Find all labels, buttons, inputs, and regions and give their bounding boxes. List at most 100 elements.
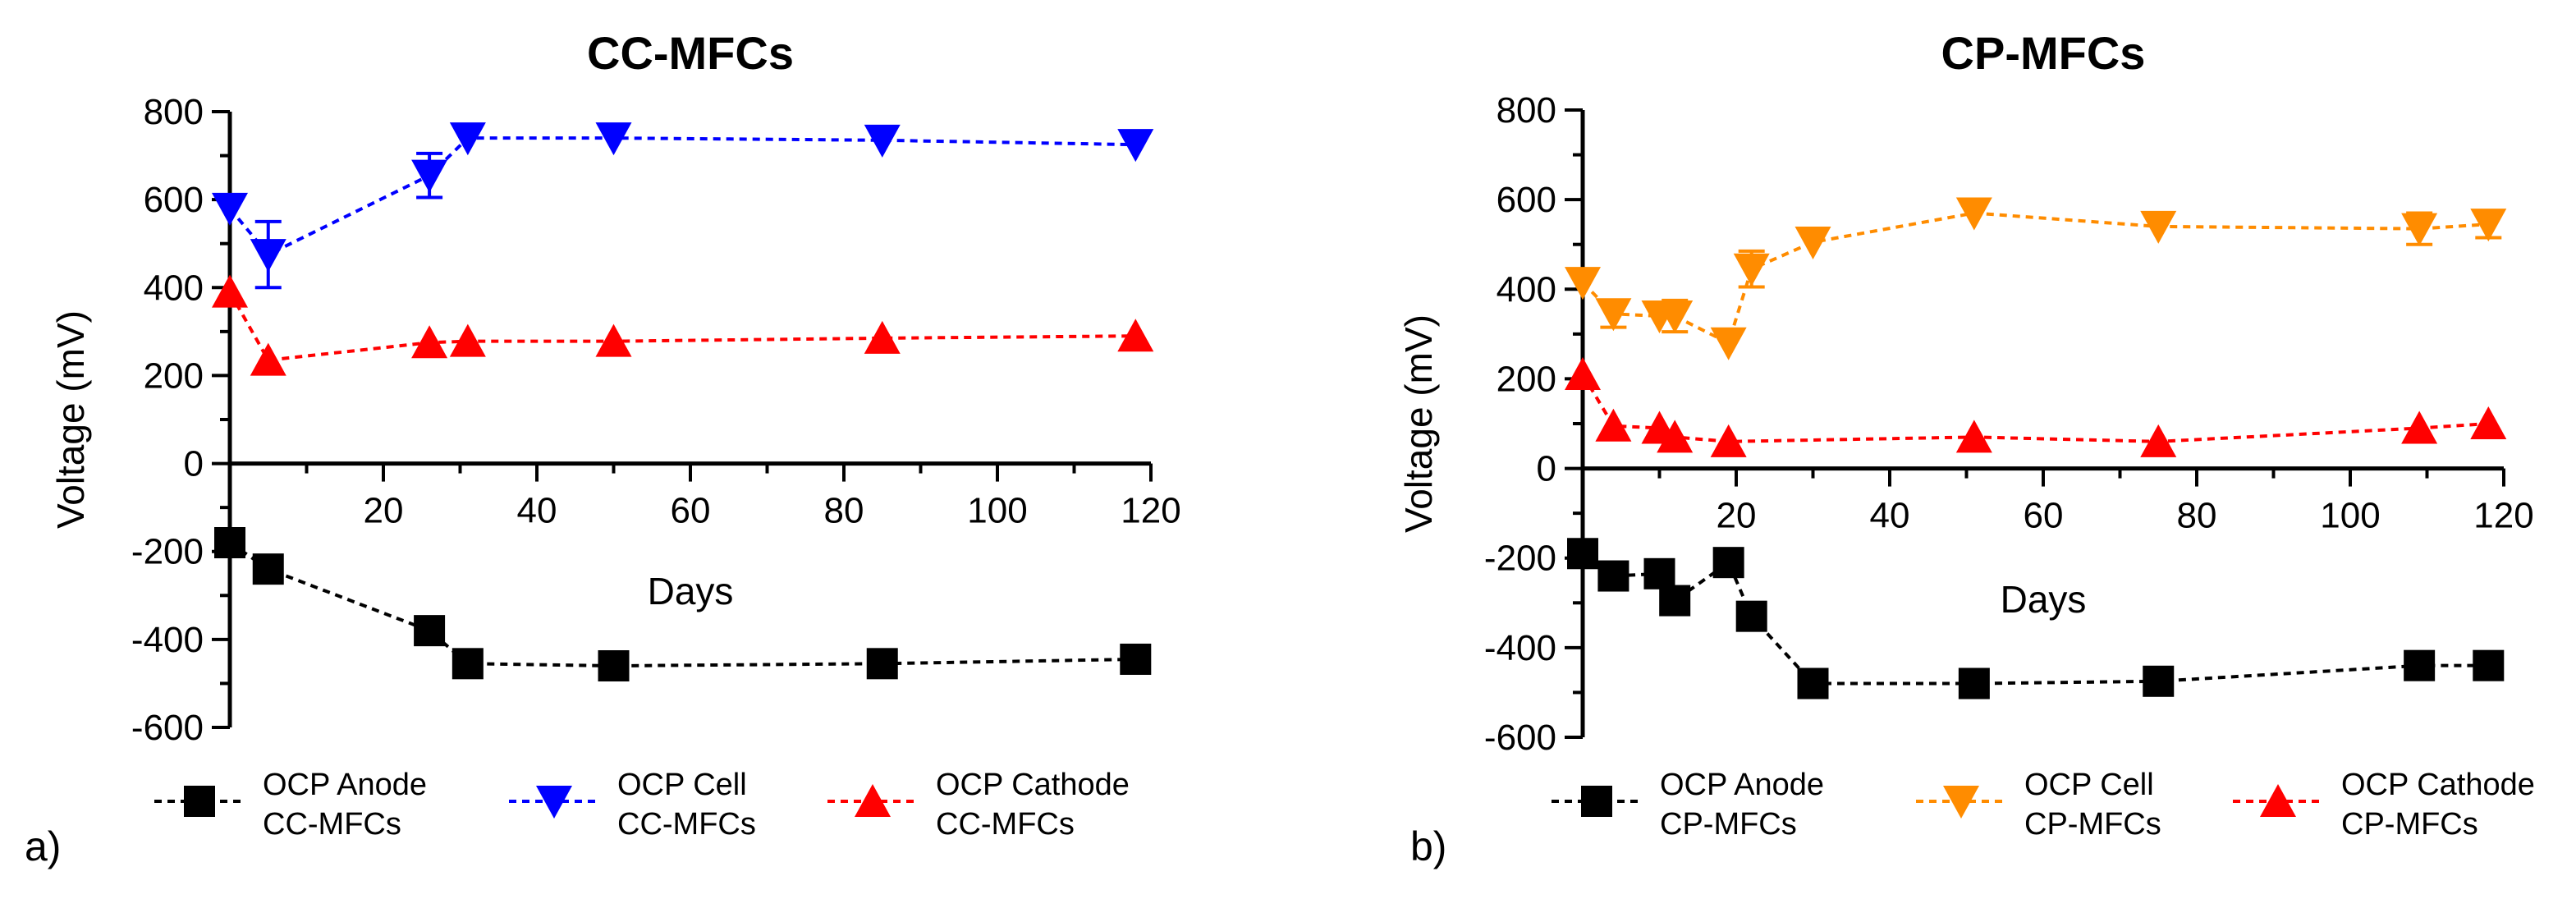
series-ocp-cell bbox=[1565, 197, 2507, 360]
data-point bbox=[212, 274, 248, 308]
data-point bbox=[595, 323, 632, 357]
y-tick-label: -600 bbox=[1484, 718, 1556, 758]
data-point bbox=[1565, 267, 1601, 300]
legend-label-line1: OCP Anode bbox=[1660, 768, 1824, 802]
legend-marker bbox=[1581, 786, 1612, 817]
data-point bbox=[449, 323, 486, 357]
x-tick-label: 20 bbox=[1717, 496, 1757, 536]
data-point bbox=[250, 342, 286, 376]
chart-panel-cc-mfcs: CC-MFCs 800 600 400 200 0 -200 -400 -600 20 40 60 80… bbox=[25, 27, 1181, 869]
data-point bbox=[449, 122, 486, 156]
legend-entry: OCP Cell CC-MFCs bbox=[509, 768, 756, 842]
series-ocp-cathode bbox=[212, 274, 1154, 376]
legend-entry: OCP Cathode CP-MFCs bbox=[2233, 768, 2535, 842]
legend-label-line1: OCP Anode bbox=[263, 768, 427, 802]
x-tick-label: 80 bbox=[824, 491, 864, 531]
y-tick-label: 800 bbox=[144, 92, 204, 132]
panel-label: a) bbox=[25, 823, 61, 869]
legend-entry: OCP Cell CP-MFCs bbox=[1916, 768, 2161, 842]
data-point bbox=[252, 553, 284, 585]
data-point bbox=[2404, 649, 2436, 681]
data-point bbox=[1657, 300, 1694, 334]
data-point bbox=[864, 124, 901, 158]
data-point bbox=[1565, 356, 1601, 390]
data-point bbox=[1955, 197, 1992, 231]
y-tick-label: 400 bbox=[144, 268, 204, 308]
data-point bbox=[2140, 424, 2177, 457]
x-tick-label: 120 bbox=[1121, 491, 1180, 531]
y-tick-label: -400 bbox=[131, 620, 204, 660]
data-point bbox=[1958, 667, 1990, 699]
x-tick-label: 40 bbox=[517, 491, 557, 531]
data-point bbox=[2143, 665, 2175, 697]
series-ocp-cathode bbox=[1565, 356, 2507, 457]
y-axis-label: Voltage (mV) bbox=[1397, 314, 1440, 533]
data-point bbox=[2401, 213, 2438, 246]
legend-marker bbox=[184, 786, 215, 817]
x-tick-label: 40 bbox=[1870, 496, 1910, 536]
data-point bbox=[414, 615, 446, 647]
data-point bbox=[1595, 408, 1632, 442]
data-point bbox=[1643, 557, 1675, 589]
legend-label-line1: OCP Cathode bbox=[936, 768, 1130, 802]
data-point bbox=[2140, 210, 2177, 244]
legend-label-line1: OCP Cell bbox=[2024, 768, 2154, 802]
y-tick-label: 0 bbox=[184, 444, 204, 484]
x-axis-label: Days bbox=[648, 570, 734, 612]
x-tick-label: 120 bbox=[2473, 496, 2533, 536]
data-point bbox=[2473, 649, 2505, 681]
series-ocp-anode bbox=[1567, 538, 2505, 699]
legend-label-line1: OCP Cathode bbox=[2341, 768, 2535, 802]
data-point bbox=[1794, 226, 1831, 259]
legend-marker bbox=[855, 784, 891, 817]
y-tick-label: 400 bbox=[1497, 269, 1556, 310]
chart-title: CC-MFCs bbox=[587, 27, 794, 79]
data-point bbox=[451, 648, 484, 680]
data-point bbox=[1733, 253, 1770, 287]
data-point bbox=[1595, 298, 1632, 332]
data-point bbox=[1567, 538, 1598, 570]
data-point bbox=[1117, 319, 1154, 352]
y-tick-label: 200 bbox=[1497, 359, 1556, 399]
data-point bbox=[1710, 327, 1747, 360]
data-point bbox=[1597, 560, 1629, 592]
legend-label-line2: CP-MFCs bbox=[2024, 807, 2161, 842]
legend-label-line1: OCP Cell bbox=[617, 768, 747, 802]
legend-entry: OCP Cathode CC-MFCs bbox=[827, 768, 1130, 842]
data-point bbox=[1797, 667, 1829, 699]
data-point bbox=[1657, 420, 1694, 453]
y-tick-label: 0 bbox=[1537, 449, 1556, 489]
data-point bbox=[595, 122, 632, 156]
chart-panel-cp-mfcs: CP-MFCs 800 600 400 200 0 -200 -400 -600 20 40 60 80… bbox=[1397, 27, 2535, 869]
y-tick-label: -600 bbox=[131, 708, 204, 748]
panel-label: b) bbox=[1410, 823, 1446, 869]
legend-label-line2: CC-MFCs bbox=[936, 807, 1075, 842]
x-tick-label: 60 bbox=[2024, 496, 2064, 536]
y-tick-label: 600 bbox=[144, 180, 204, 220]
series-line bbox=[228, 136, 1136, 257]
series-line bbox=[228, 291, 1136, 362]
legend-marker bbox=[536, 786, 572, 819]
data-point bbox=[1120, 643, 1152, 675]
data-point bbox=[1735, 600, 1767, 632]
legend-label-line2: CP-MFCs bbox=[2341, 807, 2478, 842]
legend-marker bbox=[2260, 784, 2296, 817]
series-line bbox=[1581, 211, 2489, 346]
data-point bbox=[2470, 406, 2507, 439]
data-point bbox=[866, 648, 898, 680]
x-tick-label: 20 bbox=[364, 491, 404, 531]
series-ocp-anode bbox=[214, 527, 1152, 681]
series-line bbox=[1581, 373, 2489, 443]
y-axis-label: Voltage (mV) bbox=[49, 310, 92, 529]
legend-label-line2: CC-MFCs bbox=[263, 807, 401, 842]
data-point bbox=[1117, 129, 1154, 163]
series-ocp-cell bbox=[212, 122, 1154, 290]
data-point bbox=[214, 527, 245, 558]
data-point bbox=[598, 650, 630, 681]
y-tick-label: -200 bbox=[1484, 539, 1556, 579]
data-point bbox=[1659, 585, 1691, 617]
data-point bbox=[1712, 547, 1744, 579]
legend-entry: OCP Anode CP-MFCs bbox=[1552, 768, 1824, 842]
legend-marker bbox=[1943, 786, 1979, 819]
